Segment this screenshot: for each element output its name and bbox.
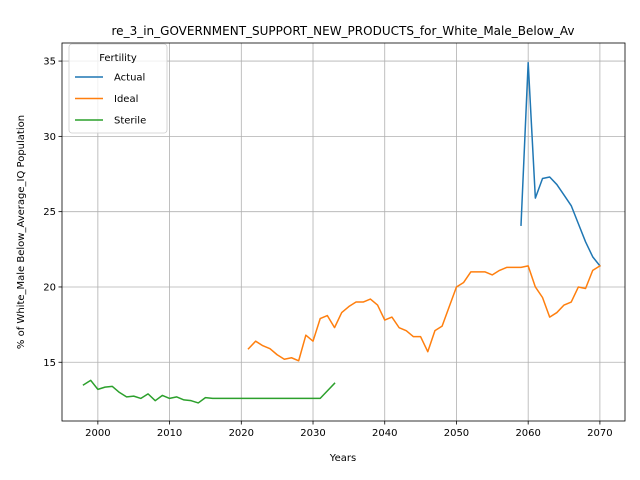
plot-area-frame bbox=[61, 42, 626, 422]
x-tick-label: 2020 bbox=[229, 428, 254, 439]
chart-title: re_3_in_GOVERNMENT_SUPPORT_NEW_PRODUCTS_… bbox=[112, 24, 575, 38]
series-line-actual bbox=[520, 61, 601, 267]
y-tick-label: 15 bbox=[43, 358, 56, 369]
plot-lines bbox=[82, 61, 601, 404]
legend-label-actual: Actual bbox=[114, 73, 145, 84]
x-tick-label: 2040 bbox=[372, 428, 397, 439]
legend-title: Fertility bbox=[99, 53, 137, 64]
x-tick-label: 2050 bbox=[444, 428, 469, 439]
x-tick-label: 2010 bbox=[157, 428, 182, 439]
y-tick-label: 20 bbox=[43, 282, 56, 293]
x-tick-label: 2070 bbox=[587, 428, 612, 439]
legend-box bbox=[68, 43, 168, 134]
legend-label-ideal: Ideal bbox=[114, 94, 138, 105]
y-axis-label: % of White_Male Below_Average_IQ Populat… bbox=[16, 115, 27, 349]
y-tick-label: 35 bbox=[43, 57, 56, 68]
series-line-ideal bbox=[247, 264, 601, 362]
x-tick-label: 2030 bbox=[300, 428, 325, 439]
x-axis: 2000 2010 2020 2030 2040 2050 2060 2070 bbox=[85, 421, 613, 439]
x-tick-label: 2000 bbox=[85, 428, 110, 439]
y-tick-label: 25 bbox=[43, 207, 56, 218]
y-axis: 15 20 25 30 35 bbox=[43, 57, 62, 369]
grid bbox=[62, 43, 625, 421]
legend-label-sterile: Sterile bbox=[114, 116, 146, 127]
y-tick-label: 30 bbox=[43, 132, 56, 143]
x-tick-label: 2060 bbox=[515, 428, 540, 439]
legend: Fertility Actual Ideal Sterile bbox=[68, 43, 168, 134]
x-axis-label: Years bbox=[329, 453, 356, 464]
series-line-sterile bbox=[82, 379, 336, 404]
